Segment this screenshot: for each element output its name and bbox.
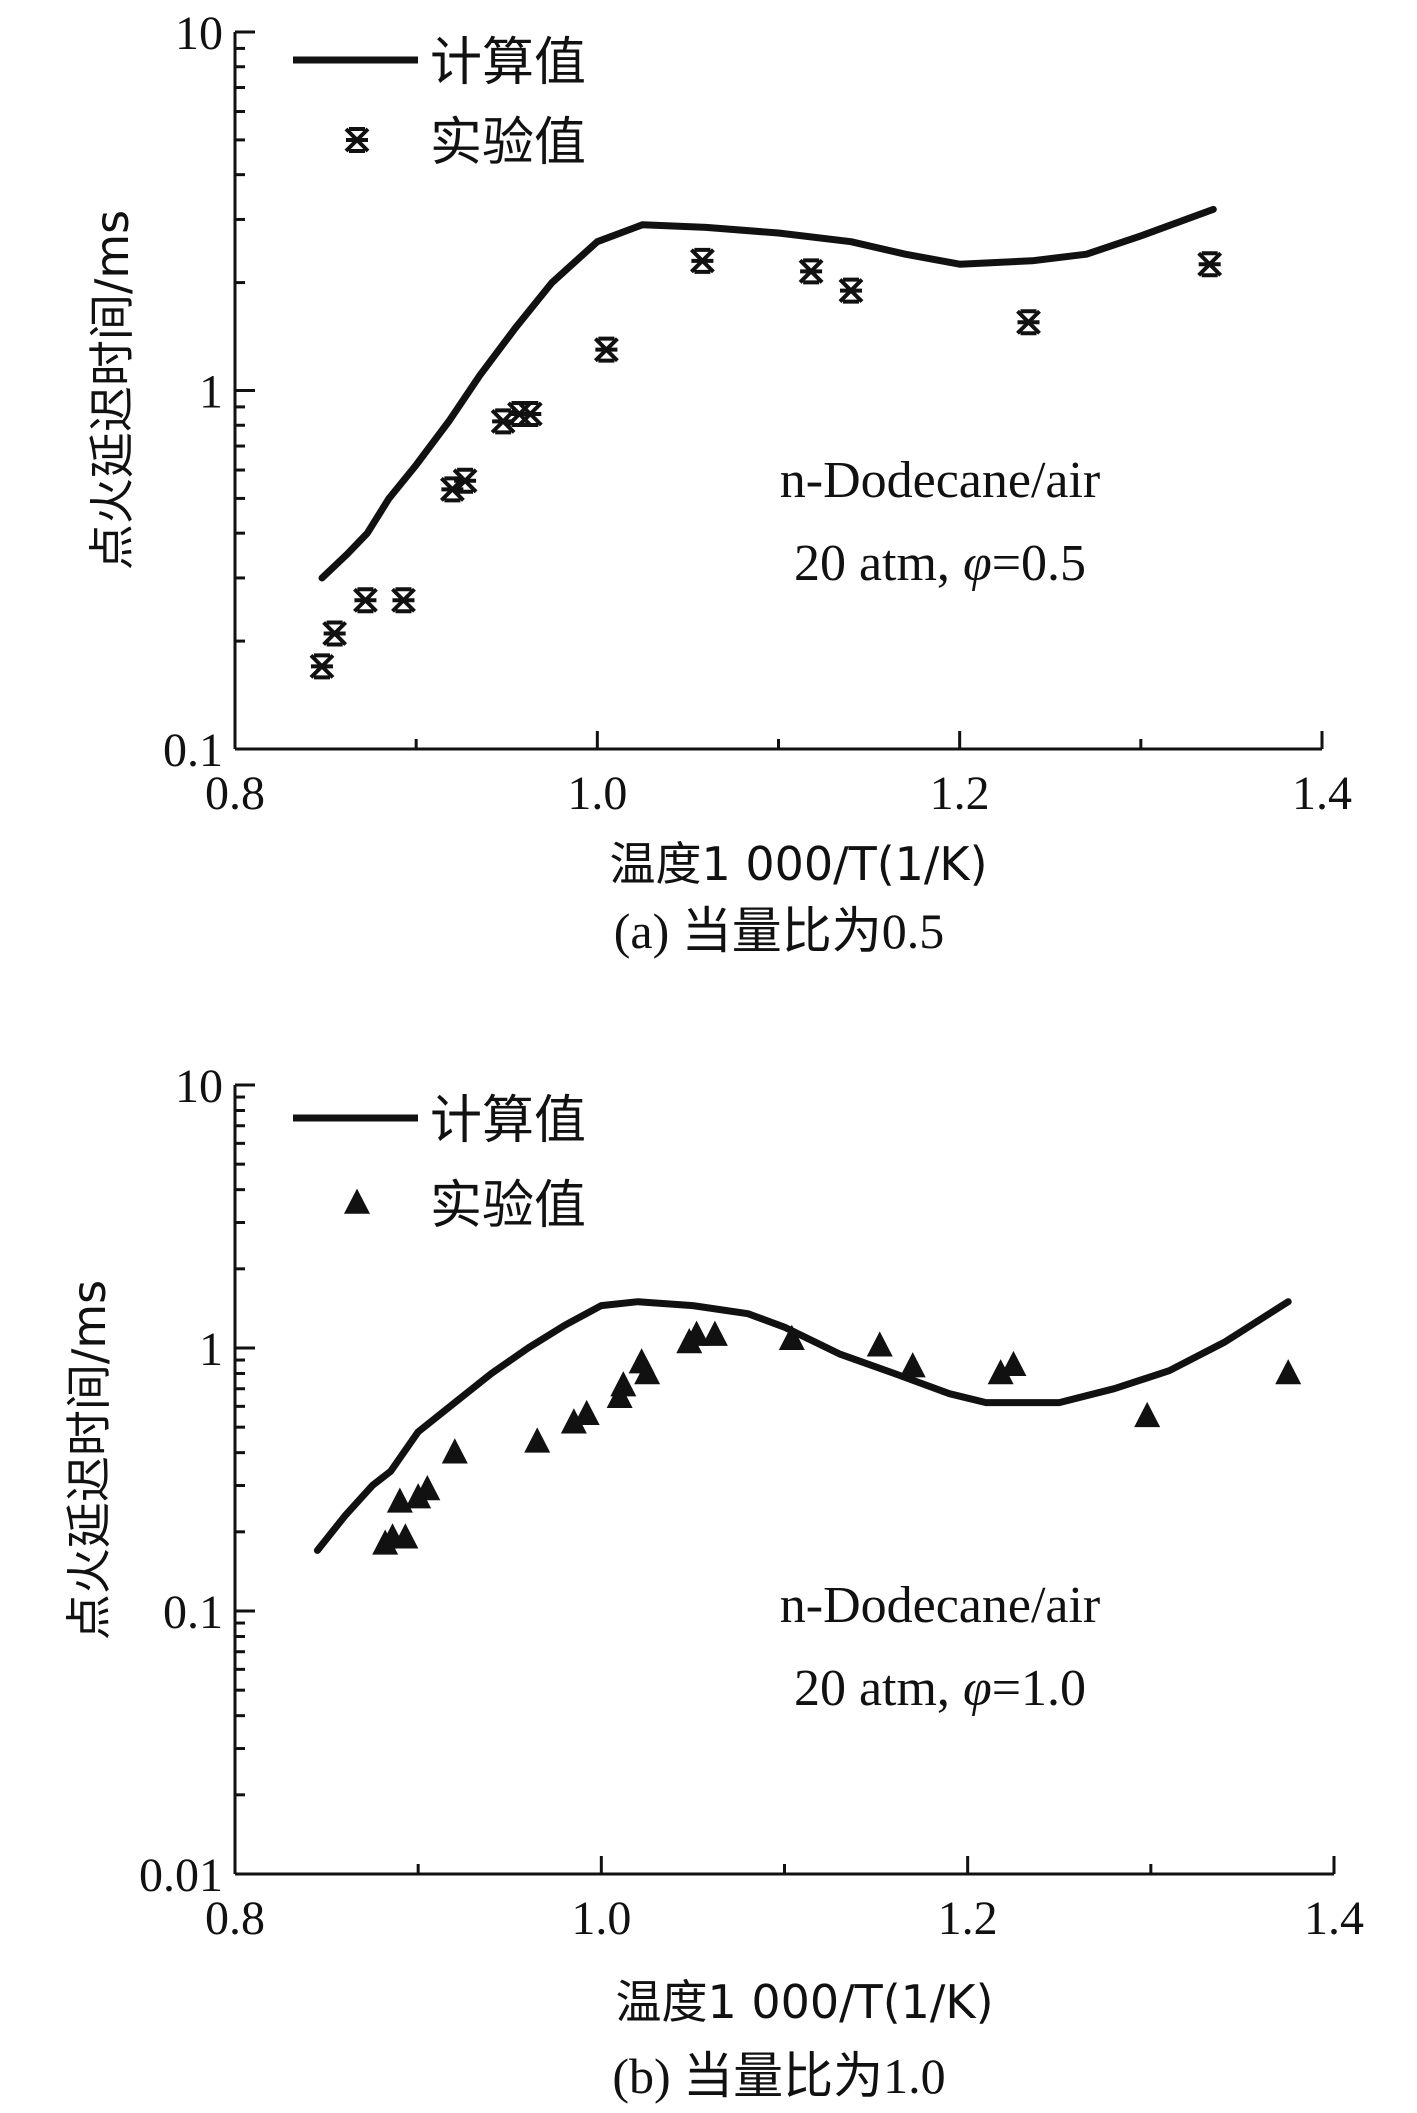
x-tick-label: 1.4 [1304, 1892, 1364, 1945]
annotation-pressure: 20 atm, [794, 1660, 963, 1717]
legend-label-experimental: 实验值 [430, 1176, 586, 1236]
annotation-fuel: n-Dodecane/air [780, 452, 1100, 509]
y-tick-label: 1 [199, 1323, 223, 1376]
y-tick-label: 0.01 [139, 1849, 223, 1902]
experimental-point [593, 336, 619, 363]
experimental-point [1197, 251, 1223, 278]
experimental-point [610, 1371, 637, 1397]
experimental-point [899, 1352, 926, 1378]
legend-label-calculated: 计算值 [430, 1091, 586, 1151]
experimental-point [517, 400, 543, 427]
experimental-point [798, 258, 824, 285]
panel-caption: (a) 当量比为0.5 [614, 903, 945, 959]
y-tick-label: 10 [175, 7, 223, 60]
experimental-point [689, 247, 715, 274]
experimental-point [386, 1487, 413, 1513]
experimental-point [1134, 1401, 1161, 1428]
experimental-point [1000, 1350, 1027, 1377]
panel-caption: (b) 当量比为1.0 [612, 2048, 945, 2104]
annotation-pressure: 20 atm, [794, 535, 963, 592]
y-tick-label: 0.1 [163, 724, 223, 777]
x-axis-title: 温度1 000/T(1/K) [609, 837, 987, 891]
annotation-phi-value: =0.5 [992, 535, 1086, 592]
experimental-point [353, 587, 378, 614]
experimental-point [524, 1427, 551, 1453]
experimental-point [701, 1320, 728, 1346]
experimental-point [628, 1348, 655, 1374]
experimental-point [452, 467, 478, 494]
annotation-conditions: 20 atm, φ=1.0 [794, 1660, 1086, 1717]
experimental-point [866, 1331, 893, 1357]
experimental-point [573, 1399, 600, 1426]
experimental-point [838, 277, 864, 304]
x-tick-label: 0.8 [205, 767, 265, 820]
panel-a: 0.8 1.0 1.2 1.4 0.1 1 10 温度1 000/T(1/K) 点火延迟时间/m… [85, 7, 1352, 959]
legend-marker-swatch [344, 127, 370, 153]
x-tick-label: 0.8 [205, 1892, 265, 1945]
experimental-point [778, 1324, 805, 1351]
experimental-point [987, 1359, 1014, 1385]
y-tick-label: 0.1 [163, 1586, 223, 1639]
x-tick-label: 1.2 [930, 767, 990, 820]
y-tick-label: 10 [175, 1060, 223, 1113]
experimental-point [392, 1523, 419, 1549]
legend-marker-swatch [344, 1188, 370, 1214]
experimental-point [683, 1320, 710, 1346]
x-tick-label: 1.0 [571, 1892, 631, 1945]
experimental-point [391, 587, 416, 614]
calculated-line [318, 205, 1217, 582]
experimental-point [322, 620, 348, 647]
experimental-point [1275, 1359, 1302, 1385]
legend-label-calculated: 计算值 [430, 33, 586, 93]
y-axis-title: 点火延迟时间/ms [85, 210, 139, 570]
annotation-phi-symbol: φ [963, 1660, 992, 1717]
experimental-point [441, 1438, 468, 1464]
x-tick-label: 1.4 [1292, 767, 1352, 820]
x-axis-title: 温度1 000/T(1/K) [615, 1975, 993, 2029]
experimental-point [309, 653, 335, 680]
annotation-phi-symbol: φ [963, 535, 992, 592]
legend-label-experimental: 实验值 [430, 113, 586, 173]
y-tick-label: 1 [199, 366, 223, 419]
y-axis-title: 点火延迟时间/ms [62, 1280, 116, 1640]
panel-b: 0.8 1.0 1.2 1.4 0.01 0.1 1 10 温度1 000/T(1/K) 点火延迟… [62, 1060, 1364, 2104]
annotation-fuel: n-Dodecane/air [780, 1577, 1100, 1634]
x-tick-label: 1.0 [567, 767, 627, 820]
experimental-point [560, 1408, 587, 1434]
experimental-point [1016, 309, 1041, 336]
calculated-line [313, 1298, 1292, 1554]
experimental-point [414, 1474, 441, 1501]
annotation-conditions: 20 atm, φ=0.5 [794, 535, 1086, 592]
x-tick-label: 1.2 [938, 1892, 998, 1945]
annotation-phi-value: =1.0 [992, 1660, 1086, 1717]
